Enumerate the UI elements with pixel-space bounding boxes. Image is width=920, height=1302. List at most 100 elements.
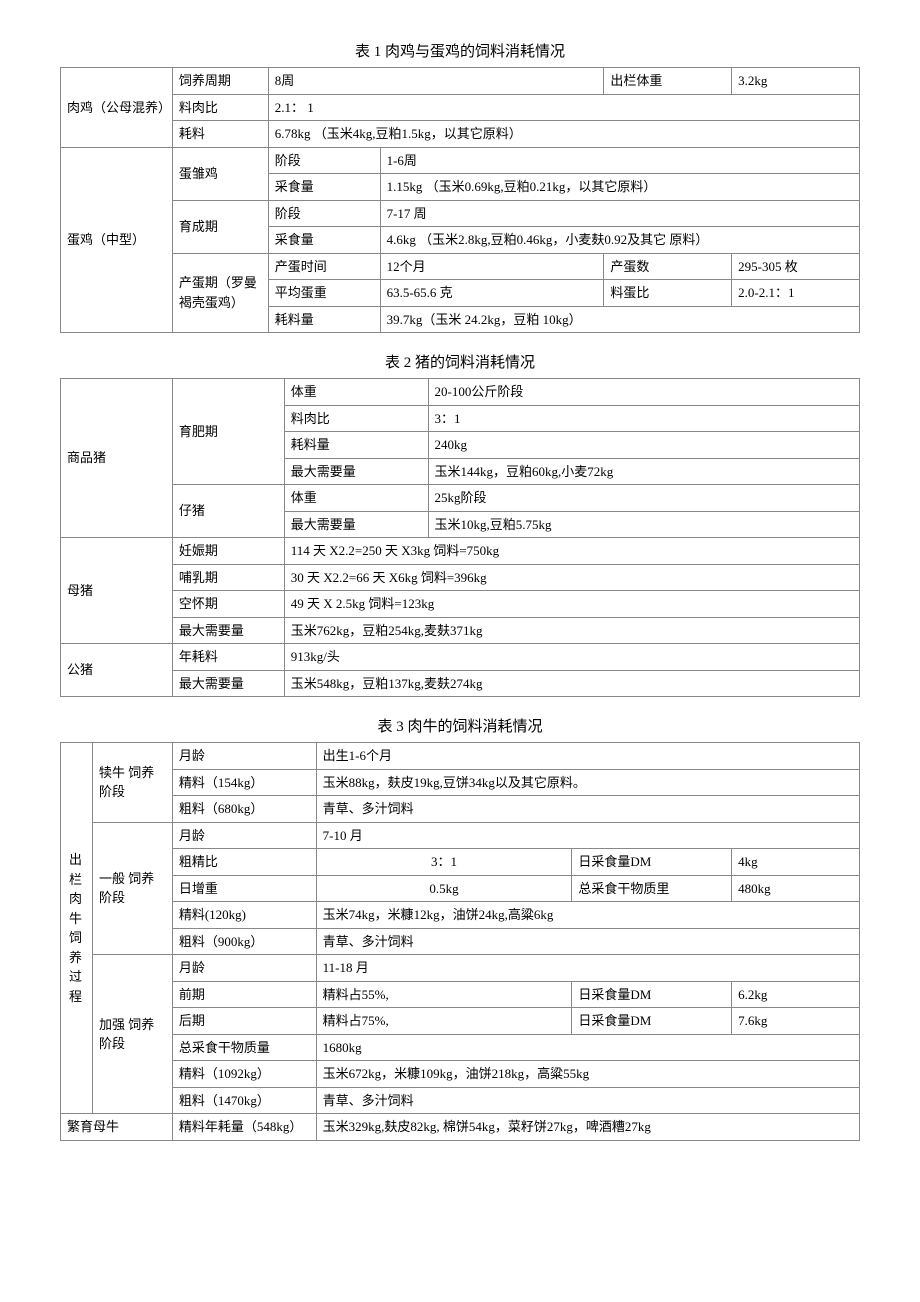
cell: 1-6周 [380, 147, 859, 174]
table-row: 粗料（1470kg） 青草、多汁饲料 [61, 1087, 860, 1114]
table2-title: 表 2 猪的饲料消耗情况 [60, 351, 860, 372]
cell: 育肥期 [172, 379, 284, 485]
cell: 1.15kg （玉米0.69kg,豆粕0.21kg，以其它原料） [380, 174, 859, 201]
cell: 玉米74kg，米糠12kg，油饼24kg,高粱6kg [316, 902, 859, 929]
cell: 25kg阶段 [428, 485, 859, 512]
table3-title: 表 3 肉牛的饲料消耗情况 [60, 715, 860, 736]
cell: 精料占55%, [316, 981, 572, 1008]
cell: 1680kg [316, 1034, 859, 1061]
cell: 2.1： 1 [268, 94, 859, 121]
cell: 11-18 月 [316, 955, 859, 982]
cell: 料肉比 [172, 94, 268, 121]
table-row: 总采食干物质量 1680kg [61, 1034, 860, 1061]
cell: 饲养周期 [172, 68, 268, 95]
cell: 月龄 [172, 822, 316, 849]
table-row: 产蛋期（罗曼褐壳蛋鸡） 产蛋时间 12个月 产蛋数 295-305 枚 [61, 253, 860, 280]
cell: 平均蛋重 [268, 280, 380, 307]
table-row: 育成期 阶段 7-17 周 [61, 200, 860, 227]
cell: 青草、多汁饲料 [316, 1087, 859, 1114]
cell: 商品猪 [61, 379, 173, 538]
cell: 8周 [268, 68, 604, 95]
cell: 7.6kg [732, 1008, 860, 1035]
table-row: 最大需要量 玉米762kg，豆粕254kg,麦麸371kg [61, 617, 860, 644]
table-row: 出栏肉牛饲养过程 犊牛 饲养 阶段 月龄 出生1-6个月 [61, 743, 860, 770]
table-row: 后期 精料占75%, 日采食量DM 7.6kg [61, 1008, 860, 1035]
table-row: 加强 饲养 阶段 月龄 11-18 月 [61, 955, 860, 982]
table-row: 精料（154kg） 玉米88kg，麸皮19kg,豆饼34kg以及其它原料。 [61, 769, 860, 796]
cell: 日采食量DM [572, 981, 732, 1008]
cell: 阶段 [268, 200, 380, 227]
cell: 母猪 [61, 538, 173, 644]
table-row: 粗料（680kg） 青草、多汁饲料 [61, 796, 860, 823]
table-row: 仔猪 体重 25kg阶段 [61, 485, 860, 512]
cell: 20-100公斤阶段 [428, 379, 859, 406]
cell: 精料(120kg) [172, 902, 316, 929]
cell: 913kg/头 [284, 644, 859, 671]
cell: 30 天 X2.2=66 天 X6kg 饲料=396kg [284, 564, 859, 591]
cell: 粗料（680kg） [172, 796, 316, 823]
cell: 精料年耗量（548kg） [172, 1114, 316, 1141]
cell: 采食量 [268, 227, 380, 254]
cell: 青草、多汁饲料 [316, 796, 859, 823]
cell: 114 天 X2.2=250 天 X3kg 饲料=750kg [284, 538, 859, 565]
cell: 玉米144kg，豆粕60kg,小麦72kg [428, 458, 859, 485]
cell: 蛋鸡（中型） [61, 147, 173, 333]
table-row: 母猪 妊娠期 114 天 X2.2=250 天 X3kg 饲料=750kg [61, 538, 860, 565]
cell: 仔猪 [172, 485, 284, 538]
table-row: 肉鸡（公母混养） 饲养周期 8周 出栏体重 3.2kg [61, 68, 860, 95]
cell: 295-305 枚 [732, 253, 860, 280]
table-row: 哺乳期 30 天 X2.2=66 天 X6kg 饲料=396kg [61, 564, 860, 591]
cell: 青草、多汁饲料 [316, 928, 859, 955]
cell: 4.6kg （玉米2.8kg,豆粕0.46kg，小麦麸0.92及其它 原料） [380, 227, 859, 254]
cell: 最大需要量 [284, 458, 428, 485]
cell: 体重 [284, 379, 428, 406]
cell: 总采食干物质量 [172, 1034, 316, 1061]
cell: 7-17 周 [380, 200, 859, 227]
cell: 玉米10kg,豆粕5.75kg [428, 511, 859, 538]
cell: 精料占75%, [316, 1008, 572, 1035]
table3: 出栏肉牛饲养过程 犊牛 饲养 阶段 月龄 出生1-6个月 精料（154kg） 玉… [60, 742, 860, 1141]
cell: 采食量 [268, 174, 380, 201]
cell: 粗料（900kg） [172, 928, 316, 955]
cell: 一般 饲养 阶段 [92, 822, 172, 955]
table-row: 空怀期 49 天 X 2.5kg 饲料=123kg [61, 591, 860, 618]
cell: 49 天 X 2.5kg 饲料=123kg [284, 591, 859, 618]
table-row: 耗料 6.78kg （玉米4kg,豆粕1.5kg，以其它原料） [61, 121, 860, 148]
cell: 耗料量 [268, 306, 380, 333]
cell: 日采食量DM [572, 849, 732, 876]
table-row: 料肉比 2.1： 1 [61, 94, 860, 121]
cell: 2.0-2.1：1 [732, 280, 860, 307]
cell: 480kg [732, 875, 860, 902]
cell: 玉米88kg，麸皮19kg,豆饼34kg以及其它原料。 [316, 769, 859, 796]
cell: 6.2kg [732, 981, 860, 1008]
cell: 精料（1092kg） [172, 1061, 316, 1088]
table1-title: 表 1 肉鸡与蛋鸡的饲料消耗情况 [60, 40, 860, 61]
cell: 蛋雏鸡 [172, 147, 268, 200]
table1: 肉鸡（公母混养） 饲养周期 8周 出栏体重 3.2kg 料肉比 2.1： 1 耗… [60, 67, 860, 333]
cell: 玉米672kg，米糠109kg，油饼218kg，高粱55kg [316, 1061, 859, 1088]
cell: 月龄 [172, 743, 316, 770]
cell: 产蛋数 [604, 253, 732, 280]
cell: 妊娠期 [172, 538, 284, 565]
cell: 最大需要量 [172, 670, 284, 697]
table-row: 粗精比 3：1 日采食量DM 4kg [61, 849, 860, 876]
cell: 犊牛 饲养 阶段 [92, 743, 172, 823]
cell: 最大需要量 [172, 617, 284, 644]
cell: 公猪 [61, 644, 173, 697]
cell: 肉鸡（公母混养） [61, 68, 173, 148]
cell: 240kg [428, 432, 859, 459]
cell: 加强 饲养 阶段 [92, 955, 172, 1114]
table-row: 蛋鸡（中型） 蛋雏鸡 阶段 1-6周 [61, 147, 860, 174]
table-row: 一般 饲养 阶段 月龄 7-10 月 [61, 822, 860, 849]
cell: 日采食量DM [572, 1008, 732, 1035]
cell: 出栏体重 [604, 68, 732, 95]
cell: 6.78kg （玉米4kg,豆粕1.5kg，以其它原料） [268, 121, 859, 148]
cell: 总采食干物质里 [572, 875, 732, 902]
cell: 耗料 [172, 121, 268, 148]
cell: 哺乳期 [172, 564, 284, 591]
cell: 精料（154kg） [172, 769, 316, 796]
cell: 出栏肉牛饲养过程 [61, 743, 93, 1114]
cell: 玉米762kg，豆粕254kg,麦麸371kg [284, 617, 859, 644]
cell: 产蛋期（罗曼褐壳蛋鸡） [172, 253, 268, 333]
table-row: 最大需要量 玉米548kg，豆粕137kg,麦麸274kg [61, 670, 860, 697]
